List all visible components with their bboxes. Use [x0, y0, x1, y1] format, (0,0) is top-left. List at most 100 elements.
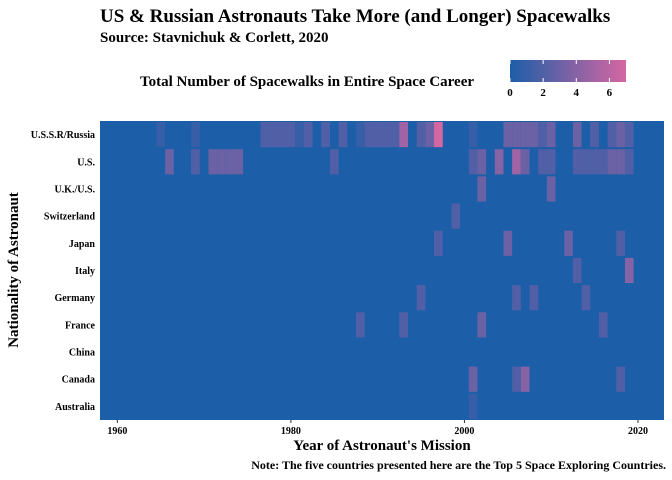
heatmap-cell [399, 122, 409, 148]
chart-title: US & Russian Astronauts Take More (and L… [100, 6, 611, 27]
y-tick-label: Switzerland [44, 212, 96, 223]
x-tick-label: 2000 [454, 426, 474, 437]
heatmap-cell [581, 149, 591, 175]
heatmap-cell [520, 149, 530, 175]
heatmap-cell [225, 149, 235, 175]
heatmap-cell [156, 122, 166, 148]
heatmap-cell [468, 149, 478, 175]
heatmap-cell [598, 312, 608, 338]
y-tick-label: Italy [75, 266, 95, 277]
heatmap-cell [546, 176, 556, 202]
heatmap-cell [616, 149, 625, 175]
heatmap-cell [477, 176, 487, 202]
heatmap-cell [616, 122, 625, 148]
heatmap-cell [468, 122, 478, 148]
y-tick-label: Germany [54, 293, 95, 304]
heatmap-cell [590, 122, 599, 148]
heatmap-cell [191, 149, 200, 175]
heatmap-cell [512, 366, 521, 392]
heatmap-cell [590, 149, 599, 175]
y-tick-label: Canada [62, 375, 95, 386]
heatmap-cell [234, 149, 244, 175]
heatmap-cell [416, 285, 426, 311]
heatmap-cell [382, 122, 391, 148]
chart-subtitle: Source: Stavnichuk & Corlett, 2020 [100, 30, 329, 46]
heatmap-cell [624, 149, 634, 175]
heatmap-cell [546, 149, 556, 175]
legend-tick-label: 0 [507, 87, 513, 99]
x-tick-label: 2020 [628, 426, 648, 437]
heatmap-cell [624, 122, 634, 148]
plot-area [100, 121, 664, 420]
heatmap-cell [329, 149, 339, 175]
x-tick-label: 1980 [281, 426, 301, 437]
heatmap-cell [451, 203, 461, 229]
heatmap-cell [416, 122, 426, 148]
heatmap-cell [338, 122, 348, 148]
y-axis-ticks: Australia Canada China France Germany Italy Ja… [31, 130, 96, 413]
heatmap-cell [512, 149, 521, 175]
heatmap-cell [321, 122, 330, 148]
heatmap-cell [390, 122, 400, 148]
heatmap-cell [581, 285, 591, 311]
heatmap-cell [546, 122, 556, 148]
x-tick-label: 1960 [107, 426, 127, 437]
heatmap-cell [598, 149, 608, 175]
heatmap-cell [538, 149, 547, 175]
heatmap-cell [624, 257, 634, 284]
chart-note: Note: The five countries presented here … [251, 458, 666, 472]
heatmap-cell [520, 122, 530, 148]
heatmap-cell [564, 230, 573, 256]
heatmap-cell [355, 122, 365, 148]
heatmap-cell [295, 122, 304, 148]
heatmap-cell [572, 149, 582, 175]
y-tick-label: Australia [55, 402, 95, 413]
y-tick-label: Japan [69, 239, 96, 250]
heatmap-cell [165, 149, 174, 175]
heatmap-cell [512, 285, 521, 311]
heatmap-cell [477, 149, 487, 175]
legend-tick-label: 6 [607, 87, 613, 99]
y-tick-label: China [69, 348, 95, 359]
heatmap-cell [277, 122, 287, 148]
heatmap-cell [425, 122, 435, 148]
y-tick-label: France [65, 320, 96, 331]
heatmap-cell [616, 230, 625, 256]
heatmap-cell [572, 257, 582, 284]
x-axis-title: Year of Astronaut's Mission [293, 438, 471, 454]
x-axis-ticks: 1960 1980 2000 2020 [107, 420, 648, 437]
heatmap-cell [607, 122, 617, 148]
heatmap-cell [572, 122, 582, 148]
heatmap-cell [494, 149, 504, 175]
heatmap-cell [503, 122, 513, 148]
heatmap-cell [477, 312, 487, 338]
heatmap-cell [286, 122, 296, 148]
legend-tick-label: 2 [540, 87, 546, 99]
color-legend: 0 2 4 6 [507, 60, 626, 99]
heatmap-cell [208, 149, 218, 175]
legend-colorbar [510, 60, 626, 82]
heatmap-cell [468, 393, 478, 419]
y-tick-label: U.S. [77, 157, 95, 168]
heatmap-cell [468, 366, 478, 392]
heatmap-cell [269, 122, 278, 148]
y-tick-label: U.S.S.R/Russia [31, 130, 95, 141]
heatmap-cell [260, 122, 270, 148]
y-axis-title: Nationality of Astronaut [6, 192, 22, 348]
heatmap-cell [399, 312, 409, 338]
heatmap-cell [503, 230, 513, 256]
heatmap-cell [520, 366, 530, 392]
heatmap-cell [217, 149, 226, 175]
heatmap-cell [529, 122, 539, 148]
heatmap-cell [373, 122, 382, 148]
heatmap-cell [434, 230, 443, 256]
heatmap-cell [607, 149, 617, 175]
heatmap-cell [616, 366, 625, 392]
heatmap-cell [529, 285, 539, 311]
heatmap-cell [512, 122, 521, 148]
heatmap-cell [355, 312, 365, 338]
legend-title: Total Number of Spacewalks in Entire Spa… [140, 74, 475, 90]
y-tick-label: U.K./U.S. [54, 185, 95, 196]
heatmap-cell [364, 122, 374, 148]
